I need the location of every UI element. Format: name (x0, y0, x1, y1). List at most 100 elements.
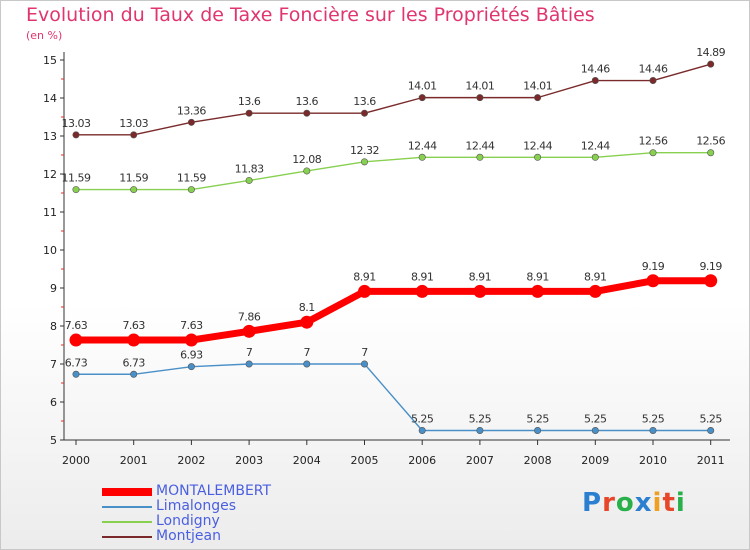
data-point-montalembert-2004 (300, 315, 314, 329)
data-point-limalonges-2003 (245, 360, 253, 368)
data-label-montalembert-2004: 8.1 (299, 301, 315, 314)
data-point-londigny-2002 (187, 186, 195, 194)
data-label-montalembert-2009: 8.91 (584, 270, 607, 283)
proxiti-logo: Proxiti (582, 488, 686, 518)
legend-label-limalonges: Limalonges (156, 498, 237, 514)
data-label-montjean-2006: 14.01 (408, 80, 437, 93)
data-point-limalonges-2005 (360, 360, 368, 368)
data-point-montalembert-2000 (69, 333, 83, 347)
legend-item-montalembert: MONTALEMBERT (102, 484, 271, 499)
data-label-montalembert-2006: 8.91 (411, 270, 434, 283)
y-tick-label-9: 9 (50, 282, 57, 295)
data-label-montjean-2008: 14.01 (523, 80, 552, 93)
y-tick-label-7: 7 (50, 358, 57, 371)
data-point-londigny-2001 (130, 186, 138, 194)
data-point-limalonges-2001 (130, 370, 138, 378)
legend-swatch-londigny (102, 520, 152, 523)
data-point-limalonges-2011 (707, 426, 715, 434)
data-point-montjean-2001 (130, 131, 138, 139)
data-label-londigny-2008: 12.44 (523, 139, 552, 152)
data-label-montjean-2005: 13.6 (353, 95, 376, 108)
y-tick-label-5: 5 (50, 434, 57, 447)
logo-letter: P (582, 488, 603, 518)
data-label-montalembert-2007: 8.91 (469, 270, 492, 283)
logo-letter: o (615, 488, 635, 518)
y-tick-label-6: 6 (50, 396, 57, 409)
data-point-montalembert-2005 (358, 284, 371, 298)
data-label-montalembert-2008: 8.91 (526, 270, 549, 283)
data-label-montjean-2011: 14.89 (696, 46, 725, 59)
data-label-londigny-2006: 12.44 (408, 139, 437, 152)
data-point-londigny-2007 (476, 153, 484, 161)
data-label-limalonges-2010: 5.25 (642, 413, 665, 426)
x-tick-label-2003: 2003 (235, 454, 263, 467)
legend-swatch-montjean (102, 535, 152, 538)
x-tick-label-2001: 2001 (120, 454, 148, 467)
legend-item-londigny: Londigny (102, 514, 271, 529)
legend-swatch-montalembert (102, 487, 152, 496)
data-point-montjean-2000 (72, 131, 80, 139)
data-point-limalonges-2010 (649, 426, 657, 434)
x-tick-label-2005: 2005 (351, 454, 379, 467)
data-label-limalonges-2006: 5.25 (411, 413, 434, 426)
data-label-limalonges-2005: 7 (361, 346, 368, 359)
y-tick-label-14: 14 (43, 92, 57, 105)
data-point-limalonges-2004 (303, 360, 311, 368)
data-point-londigny-2000 (72, 186, 80, 194)
y-tick-label-13: 13 (43, 130, 57, 143)
data-point-montjean-2004 (303, 109, 311, 117)
legend-label-londigny: Londigny (156, 513, 220, 529)
logo-letter: x (634, 488, 653, 518)
x-tick-label-2004: 2004 (293, 454, 321, 467)
logo-letter: t (662, 488, 676, 518)
data-label-montjean-2000: 13.03 (62, 117, 91, 130)
data-point-montjean-2008 (534, 94, 542, 102)
logo-letter: i (675, 488, 686, 518)
data-label-londigny-2001: 11.59 (119, 172, 148, 185)
data-label-montalembert-2002: 7.63 (180, 319, 203, 332)
data-label-limalonges-2007: 5.25 (469, 413, 492, 426)
x-tick-label-2002: 2002 (177, 454, 205, 467)
data-label-montalembert-2000: 7.63 (65, 319, 88, 332)
series-line-montjean (75, 63, 712, 136)
data-label-londigny-2009: 12.44 (581, 139, 610, 152)
chart-legend: MONTALEMBERT Limalonges Londigny Montjean (102, 484, 271, 544)
data-point-londigny-2003 (245, 176, 253, 184)
data-point-limalonges-2007 (476, 426, 484, 434)
series-line-montalembert (72, 277, 715, 344)
data-label-limalonges-2008: 5.25 (526, 413, 549, 426)
logo-letter: i (652, 488, 663, 518)
data-label-limalonges-2002: 6.93 (180, 349, 203, 362)
data-point-londigny-2005 (360, 158, 368, 166)
data-point-montjean-2009 (591, 77, 599, 85)
data-point-londigny-2011 (707, 149, 715, 157)
x-tick-label-2000: 2000 (62, 454, 90, 467)
data-point-londigny-2010 (649, 149, 657, 157)
data-point-montjean-2003 (245, 109, 253, 117)
x-tick-label-2011: 2011 (697, 454, 725, 467)
y-tick-label-11: 11 (43, 206, 57, 219)
data-label-londigny-2003: 11.83 (235, 162, 264, 175)
data-label-montjean-2009: 14.46 (581, 63, 610, 76)
data-point-montalembert-2006 (415, 284, 429, 298)
data-point-montalembert-2008 (531, 284, 545, 298)
data-point-londigny-2004 (303, 167, 311, 175)
data-point-montjean-2006 (418, 94, 426, 102)
data-label-limalonges-2004: 7 (304, 346, 311, 359)
x-tick-label-2008: 2008 (524, 454, 552, 467)
data-label-montjean-2001: 13.03 (119, 117, 148, 130)
data-label-londigny-2002: 11.59 (177, 172, 206, 185)
data-point-montalembert-2009 (588, 284, 602, 298)
data-point-montalembert-2002 (184, 333, 198, 347)
legend-item-limalonges: Limalonges (102, 499, 271, 514)
data-point-montalembert-2001 (127, 333, 141, 347)
data-label-montalembert-2001: 7.63 (122, 319, 145, 332)
data-label-londigny-2000: 11.59 (62, 172, 91, 185)
data-label-limalonges-2003: 7 (246, 346, 253, 359)
data-label-limalonges-2011: 5.25 (699, 413, 722, 426)
data-label-limalonges-2000: 6.73 (65, 356, 88, 369)
data-point-limalonges-2000 (72, 370, 80, 378)
data-label-limalonges-2009: 5.25 (584, 413, 607, 426)
legend-item-montjean: Montjean (102, 529, 271, 544)
data-label-montalembert-2011: 9.19 (699, 260, 722, 273)
